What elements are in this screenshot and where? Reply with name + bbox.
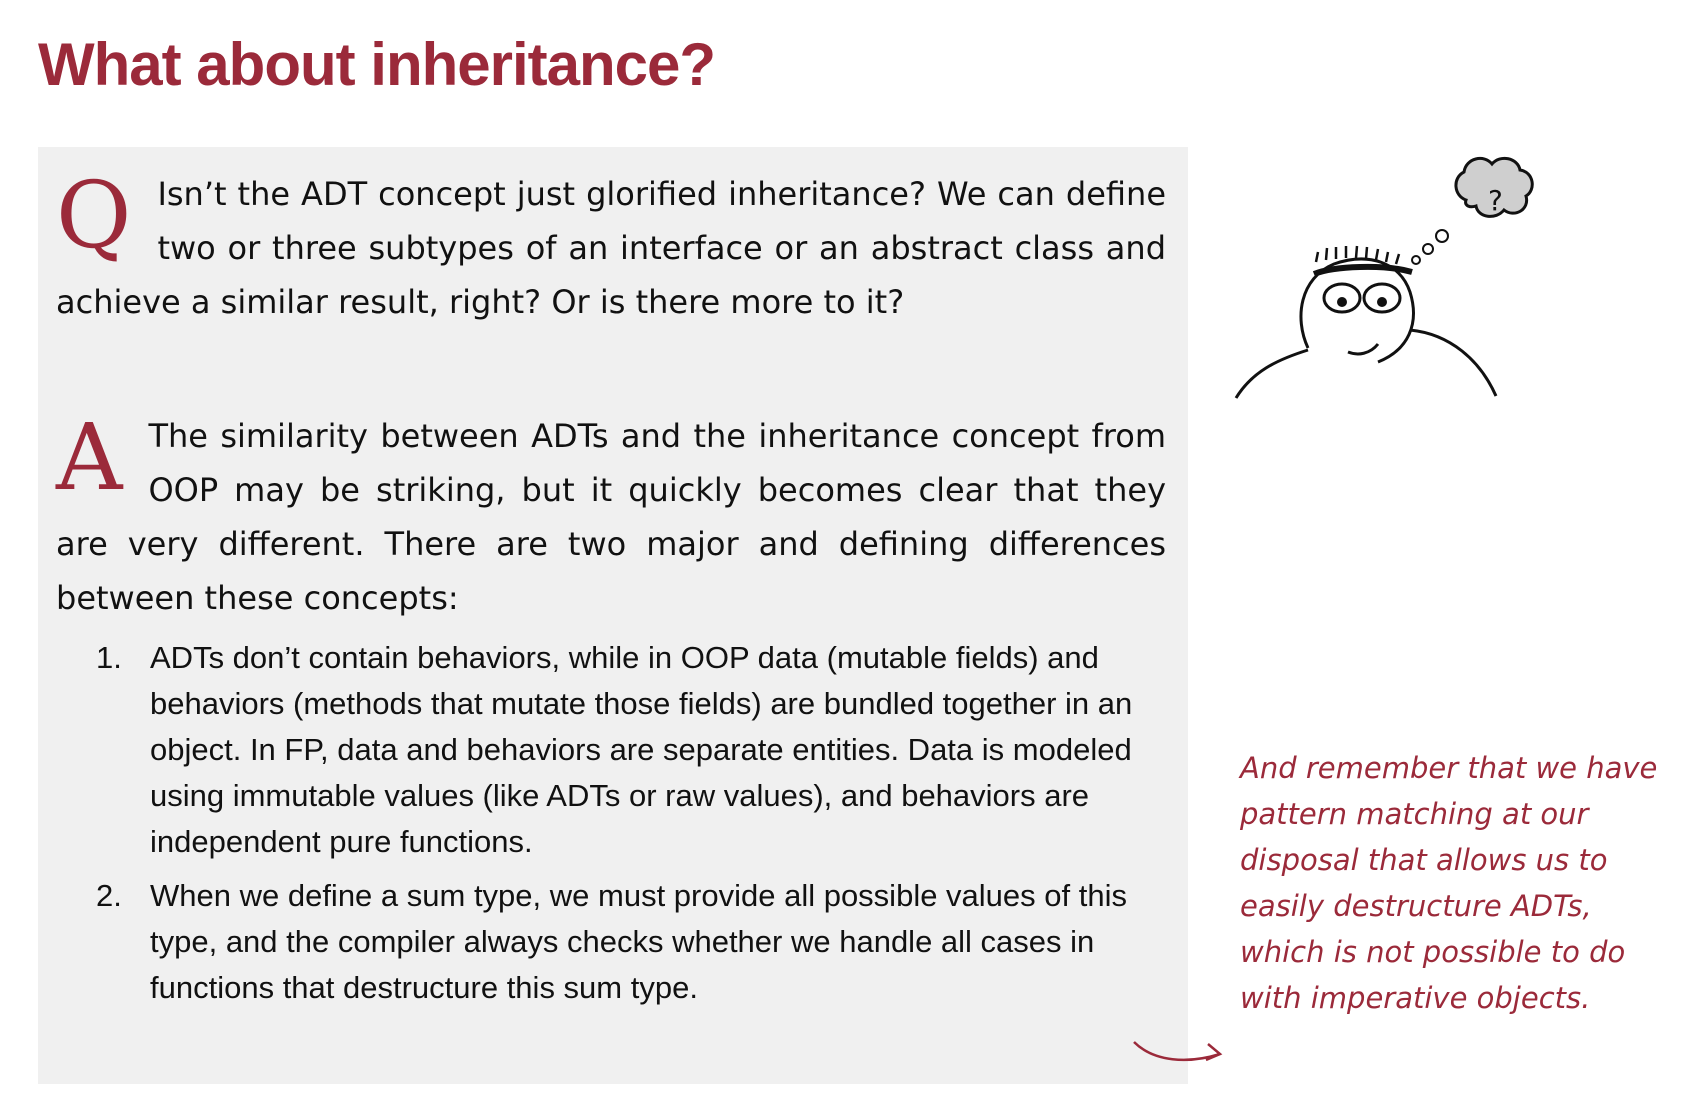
list-item-text: ADTs don’t contain behaviors, while in O… bbox=[150, 640, 1133, 859]
answer-letter: A bbox=[56, 404, 123, 511]
question-letter: Q bbox=[56, 162, 132, 269]
thought-question-mark: ? bbox=[1488, 184, 1503, 217]
curved-arrow-icon bbox=[1133, 1041, 1223, 1062]
list-item-number: 1. bbox=[96, 640, 122, 675]
page-title: What about inheritance? bbox=[38, 31, 716, 98]
differences-list: 1. ADTs don’t contain behaviors, while i… bbox=[96, 635, 1176, 1019]
list-item-text: When we define a sum type, we must provi… bbox=[150, 878, 1127, 1005]
list-item: 1. ADTs don’t contain behaviors, while i… bbox=[96, 635, 1176, 865]
answer: A The similarity between ADTs and the in… bbox=[56, 409, 1166, 625]
question: Q Isn’t the ADT concept just glorified i… bbox=[56, 167, 1166, 329]
question-text: Isn’t the ADT concept just glorified inh… bbox=[56, 175, 1166, 321]
qa-box: Q Isn’t the ADT concept just glorified i… bbox=[38, 147, 1188, 1084]
list-item-number: 2. bbox=[96, 878, 122, 913]
side-note: And remember that we have pattern matchi… bbox=[1240, 751, 1658, 1015]
list-item: 2. When we define a sum type, we must pr… bbox=[96, 873, 1176, 1011]
thinking-person-icon: ? bbox=[1234, 156, 1534, 399]
answer-text: The similarity between ADTs and the inhe… bbox=[56, 417, 1166, 617]
